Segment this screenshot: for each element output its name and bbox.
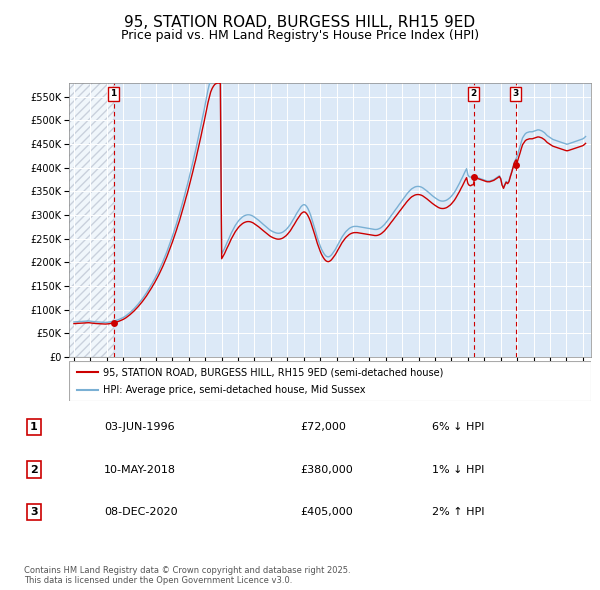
FancyBboxPatch shape [69, 361, 591, 401]
Text: £72,000: £72,000 [300, 422, 346, 432]
Text: 1: 1 [30, 422, 38, 432]
Text: 95, STATION ROAD, BURGESS HILL, RH15 9ED: 95, STATION ROAD, BURGESS HILL, RH15 9ED [124, 15, 476, 30]
Text: 10-MAY-2018: 10-MAY-2018 [104, 465, 176, 474]
Text: 1% ↓ HPI: 1% ↓ HPI [433, 465, 485, 474]
Text: Price paid vs. HM Land Registry's House Price Index (HPI): Price paid vs. HM Land Registry's House … [121, 30, 479, 42]
Text: 08-DEC-2020: 08-DEC-2020 [104, 507, 178, 517]
Text: 3: 3 [30, 507, 38, 517]
Text: 3: 3 [512, 90, 519, 99]
Text: 2% ↑ HPI: 2% ↑ HPI [433, 507, 485, 517]
Text: 1: 1 [110, 90, 117, 99]
Text: £405,000: £405,000 [300, 507, 353, 517]
Text: 2: 2 [470, 90, 477, 99]
Text: HPI: Average price, semi-detached house, Mid Sussex: HPI: Average price, semi-detached house,… [103, 385, 365, 395]
Text: 03-JUN-1996: 03-JUN-1996 [104, 422, 175, 432]
Text: 2: 2 [30, 465, 38, 474]
Text: 95, STATION ROAD, BURGESS HILL, RH15 9ED (semi-detached house): 95, STATION ROAD, BURGESS HILL, RH15 9ED… [103, 368, 443, 378]
Text: £380,000: £380,000 [300, 465, 353, 474]
Text: Contains HM Land Registry data © Crown copyright and database right 2025.
This d: Contains HM Land Registry data © Crown c… [24, 566, 350, 585]
Text: 6% ↓ HPI: 6% ↓ HPI [433, 422, 485, 432]
